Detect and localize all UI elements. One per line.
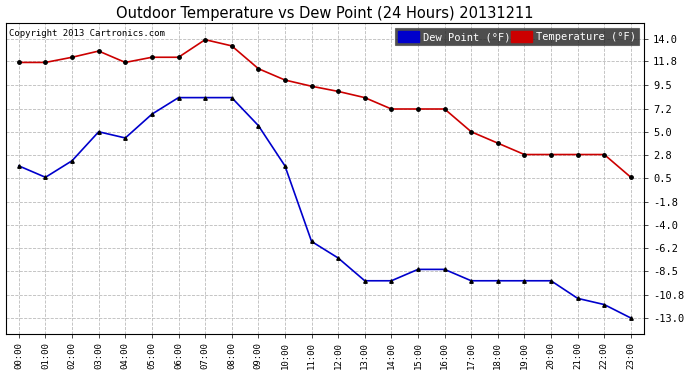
Legend: Dew Point (°F), Temperature (°F): Dew Point (°F), Temperature (°F): [395, 28, 639, 45]
Text: Copyright 2013 Cartronics.com: Copyright 2013 Cartronics.com: [9, 29, 165, 38]
Title: Outdoor Temperature vs Dew Point (24 Hours) 20131211: Outdoor Temperature vs Dew Point (24 Hou…: [116, 6, 533, 21]
